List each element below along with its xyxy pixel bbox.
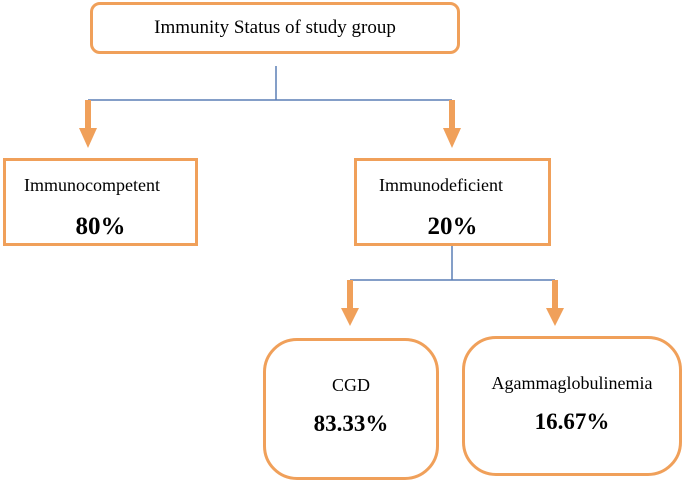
diagram-title: Immunity Status of study group xyxy=(154,17,396,38)
node-immunodeficient-label: Immunodeficient xyxy=(379,175,503,195)
node-immunocompetent-label: Immunocompetent xyxy=(24,175,160,195)
node-immunodeficient-value: 20% xyxy=(427,213,478,240)
node-cgd: CGD 83.33% xyxy=(263,338,439,480)
node-agammaglobulinemia-value: 16.67% xyxy=(534,409,610,434)
arrow-to-immunodeficient xyxy=(443,100,461,148)
node-cgd-value: 83.33% xyxy=(313,411,389,436)
node-immunocompetent: Immunocompetent 80% xyxy=(3,158,198,246)
node-agammaglobulinemia-label: Agammaglobulinemia xyxy=(491,373,653,393)
arrow-to-cgd xyxy=(341,280,359,326)
node-immunocompetent-value: 80% xyxy=(75,213,126,240)
arrow-to-agammaglobulinemia xyxy=(546,280,564,326)
arrow-to-immunocompetent xyxy=(79,100,97,148)
node-immunodeficient: Immunodeficient 20% xyxy=(354,158,551,246)
node-agammaglobulinemia: Agammaglobulinemia 16.67% xyxy=(462,336,682,476)
title-box: Immunity Status of study group xyxy=(90,2,460,54)
node-cgd-label: CGD xyxy=(331,375,370,395)
